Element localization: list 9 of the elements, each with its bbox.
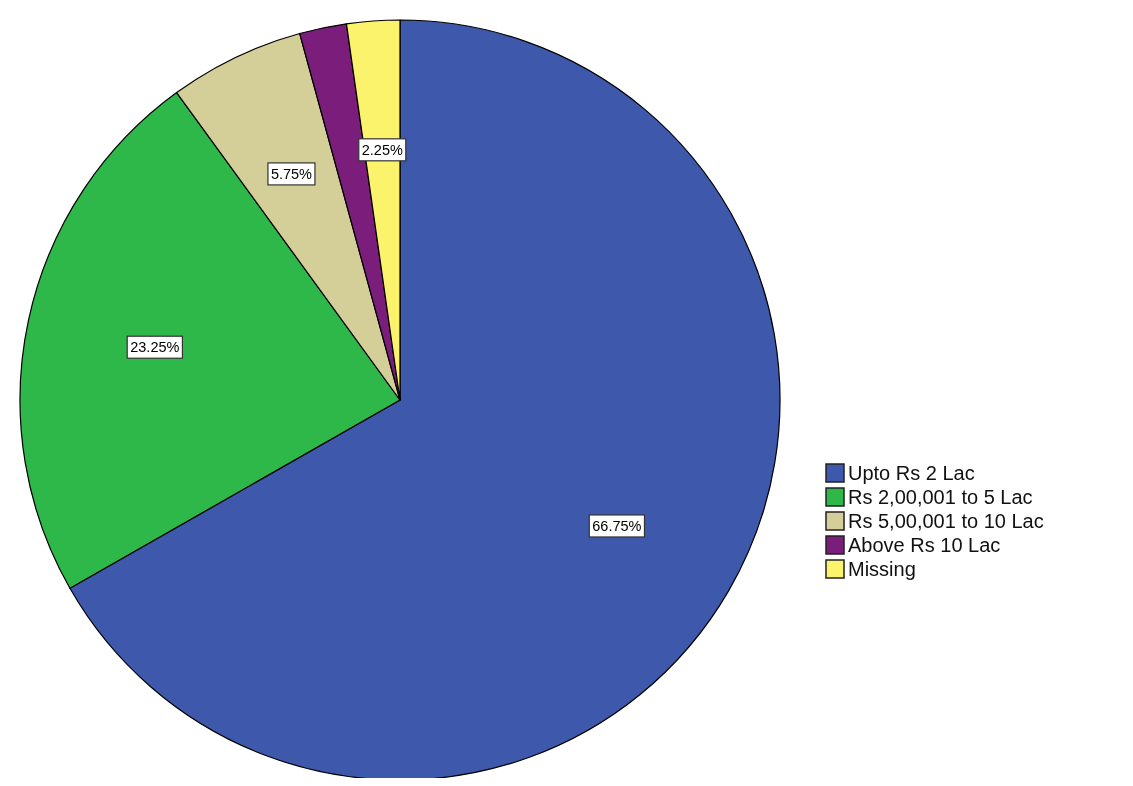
data-label: 66.75% [592,517,642,534]
legend-label: Rs 2,00,001 to 5 Lac [848,486,1033,508]
data-label: 5.75% [270,165,313,182]
legend-label: Upto Rs 2 Lac [848,462,975,484]
legend-label: Above Rs 10 Lac [848,534,1001,556]
legend-label: Rs 5,00,001 to 10 Lac [848,510,1044,532]
legend-label: Missing [848,558,916,580]
data-label: 2.25% [361,141,403,158]
data-label: 23.25% [130,339,180,356]
